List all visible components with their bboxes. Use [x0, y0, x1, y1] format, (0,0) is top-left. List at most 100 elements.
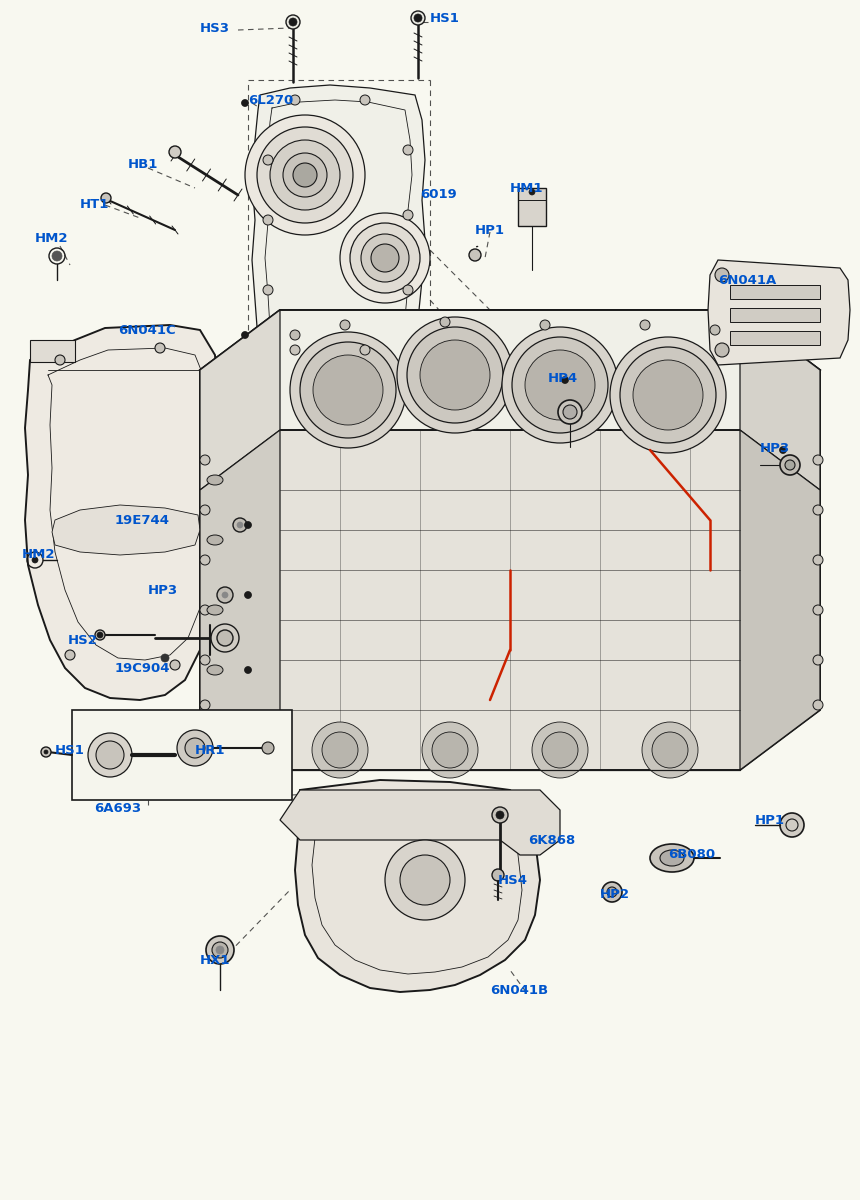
Circle shape — [289, 18, 297, 26]
Polygon shape — [740, 430, 820, 770]
Circle shape — [65, 650, 75, 660]
Circle shape — [400, 854, 450, 905]
Circle shape — [350, 223, 420, 293]
Circle shape — [262, 742, 274, 754]
Circle shape — [95, 630, 105, 640]
Text: 6B080: 6B080 — [668, 848, 716, 862]
Circle shape — [263, 155, 273, 164]
Circle shape — [633, 360, 703, 430]
Circle shape — [312, 722, 368, 778]
Text: HP4: HP4 — [548, 372, 578, 384]
Circle shape — [97, 632, 103, 638]
Circle shape — [55, 355, 65, 365]
Bar — [628, 588, 656, 616]
Circle shape — [290, 95, 300, 104]
Circle shape — [562, 377, 568, 384]
Circle shape — [52, 251, 62, 260]
Circle shape — [290, 330, 300, 340]
Polygon shape — [200, 430, 280, 770]
Circle shape — [340, 214, 430, 302]
Circle shape — [502, 326, 618, 443]
Text: HM1: HM1 — [510, 181, 544, 194]
Circle shape — [212, 942, 228, 958]
Text: 19C904: 19C904 — [115, 661, 170, 674]
Circle shape — [244, 592, 251, 599]
Text: 6L270: 6L270 — [248, 94, 293, 107]
Text: HP1: HP1 — [755, 814, 785, 827]
Circle shape — [217, 630, 233, 646]
Circle shape — [242, 331, 249, 338]
Text: HS1: HS1 — [55, 744, 85, 756]
Polygon shape — [252, 85, 425, 368]
Text: HS3: HS3 — [200, 22, 230, 35]
Circle shape — [101, 193, 111, 203]
Text: HX1: HX1 — [200, 954, 230, 966]
Circle shape — [170, 660, 180, 670]
Circle shape — [710, 325, 720, 335]
Circle shape — [155, 343, 165, 353]
Text: 6A693: 6A693 — [95, 802, 142, 815]
Circle shape — [715, 343, 729, 358]
Bar — [684, 588, 712, 616]
Ellipse shape — [207, 535, 223, 545]
Circle shape — [257, 127, 353, 223]
Circle shape — [300, 342, 396, 438]
Text: HM2: HM2 — [22, 548, 56, 562]
Circle shape — [169, 146, 181, 158]
Text: HS1: HS1 — [430, 12, 460, 24]
Circle shape — [785, 460, 795, 470]
Circle shape — [620, 347, 716, 443]
Text: 6N041A: 6N041A — [718, 274, 777, 287]
Circle shape — [200, 655, 210, 665]
Circle shape — [602, 882, 622, 902]
Circle shape — [563, 404, 577, 419]
Bar — [600, 588, 628, 616]
Circle shape — [529, 188, 535, 194]
Circle shape — [313, 355, 383, 425]
Circle shape — [432, 732, 468, 768]
Circle shape — [642, 722, 698, 778]
Circle shape — [780, 455, 800, 475]
Circle shape — [411, 11, 425, 25]
Ellipse shape — [660, 850, 684, 866]
Circle shape — [322, 732, 358, 768]
Polygon shape — [52, 505, 200, 554]
Circle shape — [652, 732, 688, 768]
Ellipse shape — [650, 844, 694, 872]
Circle shape — [200, 455, 210, 464]
Polygon shape — [740, 310, 820, 490]
Text: 6N041B: 6N041B — [490, 984, 548, 996]
Bar — [730, 284, 820, 299]
Circle shape — [525, 350, 595, 420]
Circle shape — [211, 624, 239, 652]
Circle shape — [780, 814, 804, 838]
Circle shape — [245, 115, 365, 235]
Circle shape — [270, 140, 340, 210]
Circle shape — [206, 936, 234, 964]
Circle shape — [263, 284, 273, 295]
Circle shape — [244, 522, 251, 528]
Text: HT1: HT1 — [80, 198, 109, 211]
Polygon shape — [200, 310, 280, 490]
Polygon shape — [708, 260, 850, 365]
Bar — [600, 616, 628, 644]
Bar — [656, 616, 684, 644]
Polygon shape — [280, 790, 560, 854]
Text: HP3: HP3 — [148, 583, 178, 596]
Circle shape — [200, 554, 210, 565]
Circle shape — [161, 654, 169, 662]
Text: 6K868: 6K868 — [528, 834, 575, 846]
Circle shape — [360, 346, 370, 355]
Circle shape — [293, 163, 317, 187]
Circle shape — [44, 750, 48, 754]
Circle shape — [177, 730, 213, 766]
Bar — [730, 308, 820, 322]
Circle shape — [263, 215, 273, 226]
Circle shape — [715, 268, 729, 282]
Text: HB1: HB1 — [128, 158, 158, 172]
Circle shape — [540, 320, 550, 330]
Circle shape — [32, 557, 38, 563]
Circle shape — [492, 806, 508, 823]
Circle shape — [740, 335, 750, 346]
Bar — [518, 188, 546, 226]
